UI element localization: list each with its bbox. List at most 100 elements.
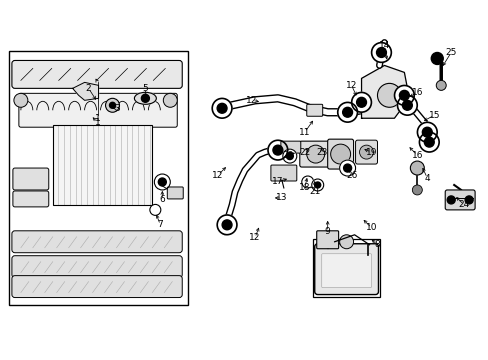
Text: 13: 13 bbox=[276, 193, 287, 202]
Text: 3: 3 bbox=[114, 104, 120, 113]
Text: 21: 21 bbox=[308, 188, 320, 197]
Circle shape bbox=[217, 103, 226, 113]
Circle shape bbox=[14, 93, 28, 107]
Text: 12: 12 bbox=[212, 171, 224, 180]
Circle shape bbox=[212, 98, 231, 118]
Circle shape bbox=[343, 164, 351, 172]
Circle shape bbox=[422, 127, 431, 137]
Circle shape bbox=[286, 153, 293, 159]
Circle shape bbox=[306, 145, 324, 163]
Text: 20: 20 bbox=[282, 150, 293, 159]
Circle shape bbox=[267, 140, 287, 160]
Circle shape bbox=[419, 132, 438, 152]
Circle shape bbox=[371, 42, 390, 62]
FancyBboxPatch shape bbox=[299, 141, 331, 167]
Circle shape bbox=[376, 48, 386, 58]
Circle shape bbox=[351, 93, 371, 112]
Circle shape bbox=[402, 100, 411, 110]
FancyBboxPatch shape bbox=[12, 231, 182, 253]
Text: 5: 5 bbox=[142, 84, 148, 93]
Polygon shape bbox=[361, 66, 408, 118]
Circle shape bbox=[141, 94, 149, 102]
Circle shape bbox=[411, 185, 422, 195]
FancyBboxPatch shape bbox=[167, 187, 183, 199]
Circle shape bbox=[394, 85, 413, 105]
Circle shape bbox=[464, 196, 472, 204]
FancyBboxPatch shape bbox=[355, 140, 377, 164]
Circle shape bbox=[222, 220, 231, 230]
Circle shape bbox=[158, 178, 166, 186]
Text: 14: 14 bbox=[378, 41, 389, 50]
Circle shape bbox=[359, 145, 373, 159]
FancyBboxPatch shape bbox=[12, 60, 182, 88]
Text: 2: 2 bbox=[85, 84, 91, 93]
Circle shape bbox=[424, 137, 433, 147]
Bar bbox=[53, 125, 152, 205]
Text: 7: 7 bbox=[157, 220, 163, 229]
Text: 8: 8 bbox=[374, 240, 380, 249]
Circle shape bbox=[314, 182, 320, 188]
Circle shape bbox=[342, 107, 352, 117]
Text: 11: 11 bbox=[298, 128, 310, 137]
FancyBboxPatch shape bbox=[270, 165, 296, 181]
Circle shape bbox=[154, 174, 170, 190]
Circle shape bbox=[109, 102, 115, 108]
Text: 12: 12 bbox=[249, 233, 260, 242]
Text: 26: 26 bbox=[345, 171, 357, 180]
Bar bbox=[53, 125, 152, 205]
Circle shape bbox=[149, 204, 161, 215]
Circle shape bbox=[105, 98, 119, 112]
Circle shape bbox=[409, 161, 424, 175]
Circle shape bbox=[435, 80, 446, 90]
FancyBboxPatch shape bbox=[306, 104, 322, 116]
Circle shape bbox=[356, 97, 366, 107]
Text: 9: 9 bbox=[324, 227, 330, 236]
Circle shape bbox=[447, 196, 454, 204]
FancyBboxPatch shape bbox=[280, 141, 300, 153]
Circle shape bbox=[330, 144, 350, 164]
Circle shape bbox=[311, 179, 323, 191]
Bar bbox=[312, 239, 380, 297]
Text: 24: 24 bbox=[458, 201, 469, 210]
Circle shape bbox=[430, 53, 442, 64]
FancyBboxPatch shape bbox=[13, 191, 49, 207]
Circle shape bbox=[337, 102, 357, 122]
Text: 10: 10 bbox=[365, 223, 376, 232]
Circle shape bbox=[339, 160, 355, 176]
FancyBboxPatch shape bbox=[314, 244, 378, 294]
Text: 22: 22 bbox=[299, 148, 310, 157]
FancyBboxPatch shape bbox=[316, 231, 338, 249]
Text: 1: 1 bbox=[95, 118, 100, 127]
Text: 19: 19 bbox=[365, 148, 376, 157]
Circle shape bbox=[217, 215, 237, 235]
Text: 12: 12 bbox=[246, 96, 257, 105]
Text: 16: 16 bbox=[411, 150, 422, 159]
Text: 16: 16 bbox=[411, 88, 422, 97]
Circle shape bbox=[301, 176, 313, 188]
Text: 6: 6 bbox=[159, 195, 165, 204]
Polygon shape bbox=[73, 82, 99, 100]
FancyBboxPatch shape bbox=[12, 256, 182, 278]
Circle shape bbox=[417, 122, 436, 142]
Circle shape bbox=[272, 145, 282, 155]
FancyBboxPatch shape bbox=[444, 190, 474, 210]
FancyBboxPatch shape bbox=[321, 254, 371, 288]
Circle shape bbox=[377, 84, 401, 107]
Circle shape bbox=[282, 149, 296, 163]
Text: 4: 4 bbox=[424, 174, 429, 183]
Text: 23: 23 bbox=[315, 148, 327, 157]
Bar bbox=[9, 50, 188, 305]
Circle shape bbox=[339, 235, 353, 249]
FancyBboxPatch shape bbox=[13, 168, 49, 190]
Circle shape bbox=[397, 95, 416, 115]
Text: 1: 1 bbox=[95, 114, 100, 123]
Text: 15: 15 bbox=[427, 111, 439, 120]
FancyBboxPatch shape bbox=[12, 276, 182, 298]
Ellipse shape bbox=[134, 92, 156, 104]
Circle shape bbox=[399, 90, 408, 100]
Text: 17: 17 bbox=[271, 177, 283, 186]
Circle shape bbox=[163, 93, 177, 107]
Text: 25: 25 bbox=[445, 48, 456, 57]
FancyBboxPatch shape bbox=[327, 139, 353, 169]
FancyBboxPatch shape bbox=[19, 93, 177, 127]
